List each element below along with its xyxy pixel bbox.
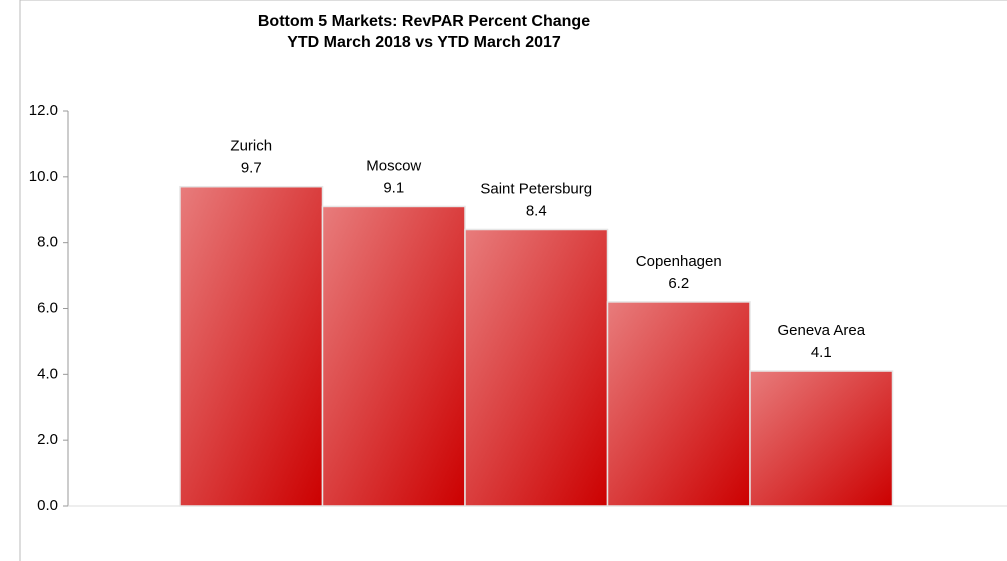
y-tick-label: 8.0 (37, 234, 58, 251)
value-label: 6.2 (668, 275, 689, 292)
value-label: 8.4 (526, 202, 547, 219)
y-tick-label: 0.0 (37, 497, 58, 514)
category-label: Copenhagen (636, 253, 722, 270)
chart-title: Bottom 5 Markets: RevPAR Percent Change (258, 13, 590, 30)
bar (464, 228, 609, 507)
bar (179, 185, 324, 507)
category-label: Saint Petersburg (480, 180, 592, 197)
value-label: 9.7 (241, 160, 262, 177)
category-label: Moscow (366, 157, 421, 174)
value-label: 9.1 (383, 179, 404, 196)
bar (606, 301, 751, 507)
category-label: Geneva Area (777, 322, 865, 339)
y-tick-label: 12.0 (29, 102, 58, 119)
category-label: Zurich (230, 138, 272, 155)
y-tick-label: 2.0 (37, 431, 58, 448)
y-tick-label: 6.0 (37, 299, 58, 316)
bar (321, 205, 466, 507)
value-label: 4.1 (811, 344, 832, 361)
chart-subtitle: YTD March 2018 vs YTD March 2017 (287, 34, 561, 51)
bar (749, 370, 894, 507)
y-tick-label: 4.0 (37, 365, 58, 382)
chart-frame (19, 0, 1007, 561)
y-tick-label: 10.0 (29, 168, 58, 185)
